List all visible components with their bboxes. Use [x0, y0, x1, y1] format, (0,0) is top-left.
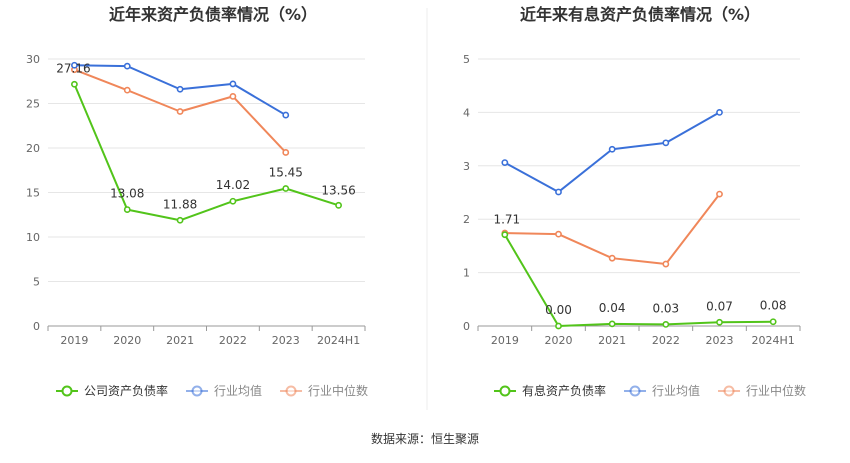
- legend-label: 行业中位数: [746, 383, 806, 398]
- data-label: 1.71: [493, 213, 520, 227]
- data-point-industry-avg: [282, 111, 290, 119]
- data-label: 11.88: [163, 197, 197, 211]
- data-point-company: [501, 231, 509, 239]
- data-point-company: [71, 80, 78, 88]
- y-tick-label: 4: [463, 106, 470, 119]
- data-source-label: 数据来源：恒生聚源: [370, 432, 479, 446]
- data-point-company: [123, 206, 131, 213]
- legend-item-company[interactable]: 有息资产负债率: [494, 383, 606, 398]
- data-label: 14.02: [216, 178, 250, 192]
- data-point-industry-avg: [555, 188, 562, 196]
- legend-label: 有息资产负债率: [522, 383, 606, 398]
- data-label: 15.45: [269, 165, 303, 179]
- x-tick-label: 2023: [706, 334, 734, 347]
- data-point-company: [282, 185, 290, 192]
- data-point-company: [716, 318, 723, 326]
- x-tick-label: 2021: [598, 334, 626, 347]
- data-point-industry-median: [123, 86, 131, 94]
- y-tick-label: 2: [463, 213, 470, 226]
- legend-item-company[interactable]: 公司资产负债率: [56, 383, 168, 398]
- legend-label: 行业中位数: [308, 383, 368, 398]
- data-point-industry-avg: [716, 109, 723, 116]
- data-point-industry-avg: [501, 159, 509, 166]
- legend-marker-industry-median: [723, 385, 735, 397]
- x-tick-label: 2022: [652, 334, 680, 347]
- data-point-company: [769, 318, 777, 326]
- interest-bearing-debt-ratio-chart: 近年来有息资产负债率情况（%） 0 1 2 3 4 5 2019 2020 2021 2022 202…: [463, 5, 806, 398]
- data-label: 0.00: [545, 303, 572, 317]
- data-label: 27.16: [56, 61, 90, 75]
- legend-label: 公司资产负债率: [84, 383, 168, 398]
- y-tick-label: 3: [463, 160, 470, 173]
- legend-marker-industry-median: [285, 385, 297, 397]
- y-tick-label: 5: [33, 276, 40, 289]
- series-line-company: [503, 234, 774, 327]
- data-point-industry-median: [282, 149, 290, 156]
- data-point-industry-avg: [662, 139, 670, 147]
- series-line-company: [73, 83, 339, 222]
- x-tick-label: 2023: [272, 334, 300, 347]
- debt-ratio-chart: 近年来资产负债率情况（%） 0 5 10 15 20 25 30 2019 2020 2021 202…: [26, 5, 368, 398]
- data-point-industry-avg: [176, 85, 184, 93]
- x-tick-label: 2024H1: [317, 334, 360, 347]
- x-tick-label: 2019: [60, 334, 88, 347]
- legend-item-industry-avg[interactable]: 行业均值: [186, 383, 262, 398]
- legend-marker-company: [499, 385, 511, 397]
- data-point-industry-median: [716, 190, 723, 198]
- x-tick-label: 2020: [545, 334, 573, 347]
- y-tick-label: 25: [26, 98, 40, 111]
- y-tick-label: 15: [26, 187, 40, 200]
- y-tick-label: 30: [26, 53, 40, 66]
- data-point-company: [608, 320, 616, 328]
- data-point-industry-avg: [71, 61, 78, 69]
- data-label: 13.08: [110, 187, 144, 201]
- y-tick-label: 5: [463, 53, 470, 66]
- legend-label: 行业均值: [214, 383, 262, 398]
- data-point-company: [229, 197, 237, 205]
- legend-item-industry-avg[interactable]: 行业均值: [624, 383, 700, 398]
- data-label: 13.56: [321, 183, 355, 197]
- data-label: 0.04: [599, 301, 626, 315]
- chart-title: 近年来资产负债率情况（%）: [109, 5, 317, 24]
- data-point-industry-median: [555, 230, 562, 238]
- legend-marker-company: [61, 385, 73, 397]
- series-line-industry-median: [504, 193, 721, 266]
- y-tick-label: 10: [26, 231, 40, 244]
- legend-item-industry-median[interactable]: 行业中位数: [718, 383, 806, 398]
- data-label: 0.07: [706, 299, 733, 313]
- legend-label: 行业均值: [652, 383, 700, 398]
- x-tick-label: 2022: [219, 334, 247, 347]
- x-tick-label: 2020: [113, 334, 141, 347]
- data-point-industry-avg: [123, 62, 131, 70]
- y-tick-label: 0: [33, 320, 40, 333]
- x-tick-label: 2024H1: [752, 334, 795, 347]
- data-point-industry-median: [176, 108, 184, 115]
- legend-item-industry-median[interactable]: 行业中位数: [280, 383, 368, 398]
- y-tick-label: 20: [26, 142, 40, 155]
- legend-marker-industry-avg: [191, 385, 203, 397]
- data-label: 0.08: [760, 299, 787, 313]
- data-point-company: [555, 322, 562, 330]
- y-tick-label: 0: [463, 320, 470, 333]
- y-tick-label: 1: [463, 267, 470, 280]
- data-point-industry-avg: [608, 145, 616, 153]
- legend-marker-industry-avg: [629, 385, 641, 397]
- data-point-company: [176, 216, 184, 224]
- data-point-company: [335, 201, 342, 209]
- data-label: 0.03: [652, 301, 679, 315]
- data-point-industry-median: [662, 260, 670, 268]
- data-point-industry-median: [608, 254, 616, 262]
- data-point-company: [662, 320, 670, 328]
- data-point-industry-median: [229, 92, 237, 100]
- x-tick-label: 2019: [491, 334, 519, 347]
- x-tick-label: 2021: [166, 334, 194, 347]
- data-point-industry-avg: [229, 80, 237, 88]
- chart-title: 近年来有息资产负债率情况（%）: [520, 5, 760, 24]
